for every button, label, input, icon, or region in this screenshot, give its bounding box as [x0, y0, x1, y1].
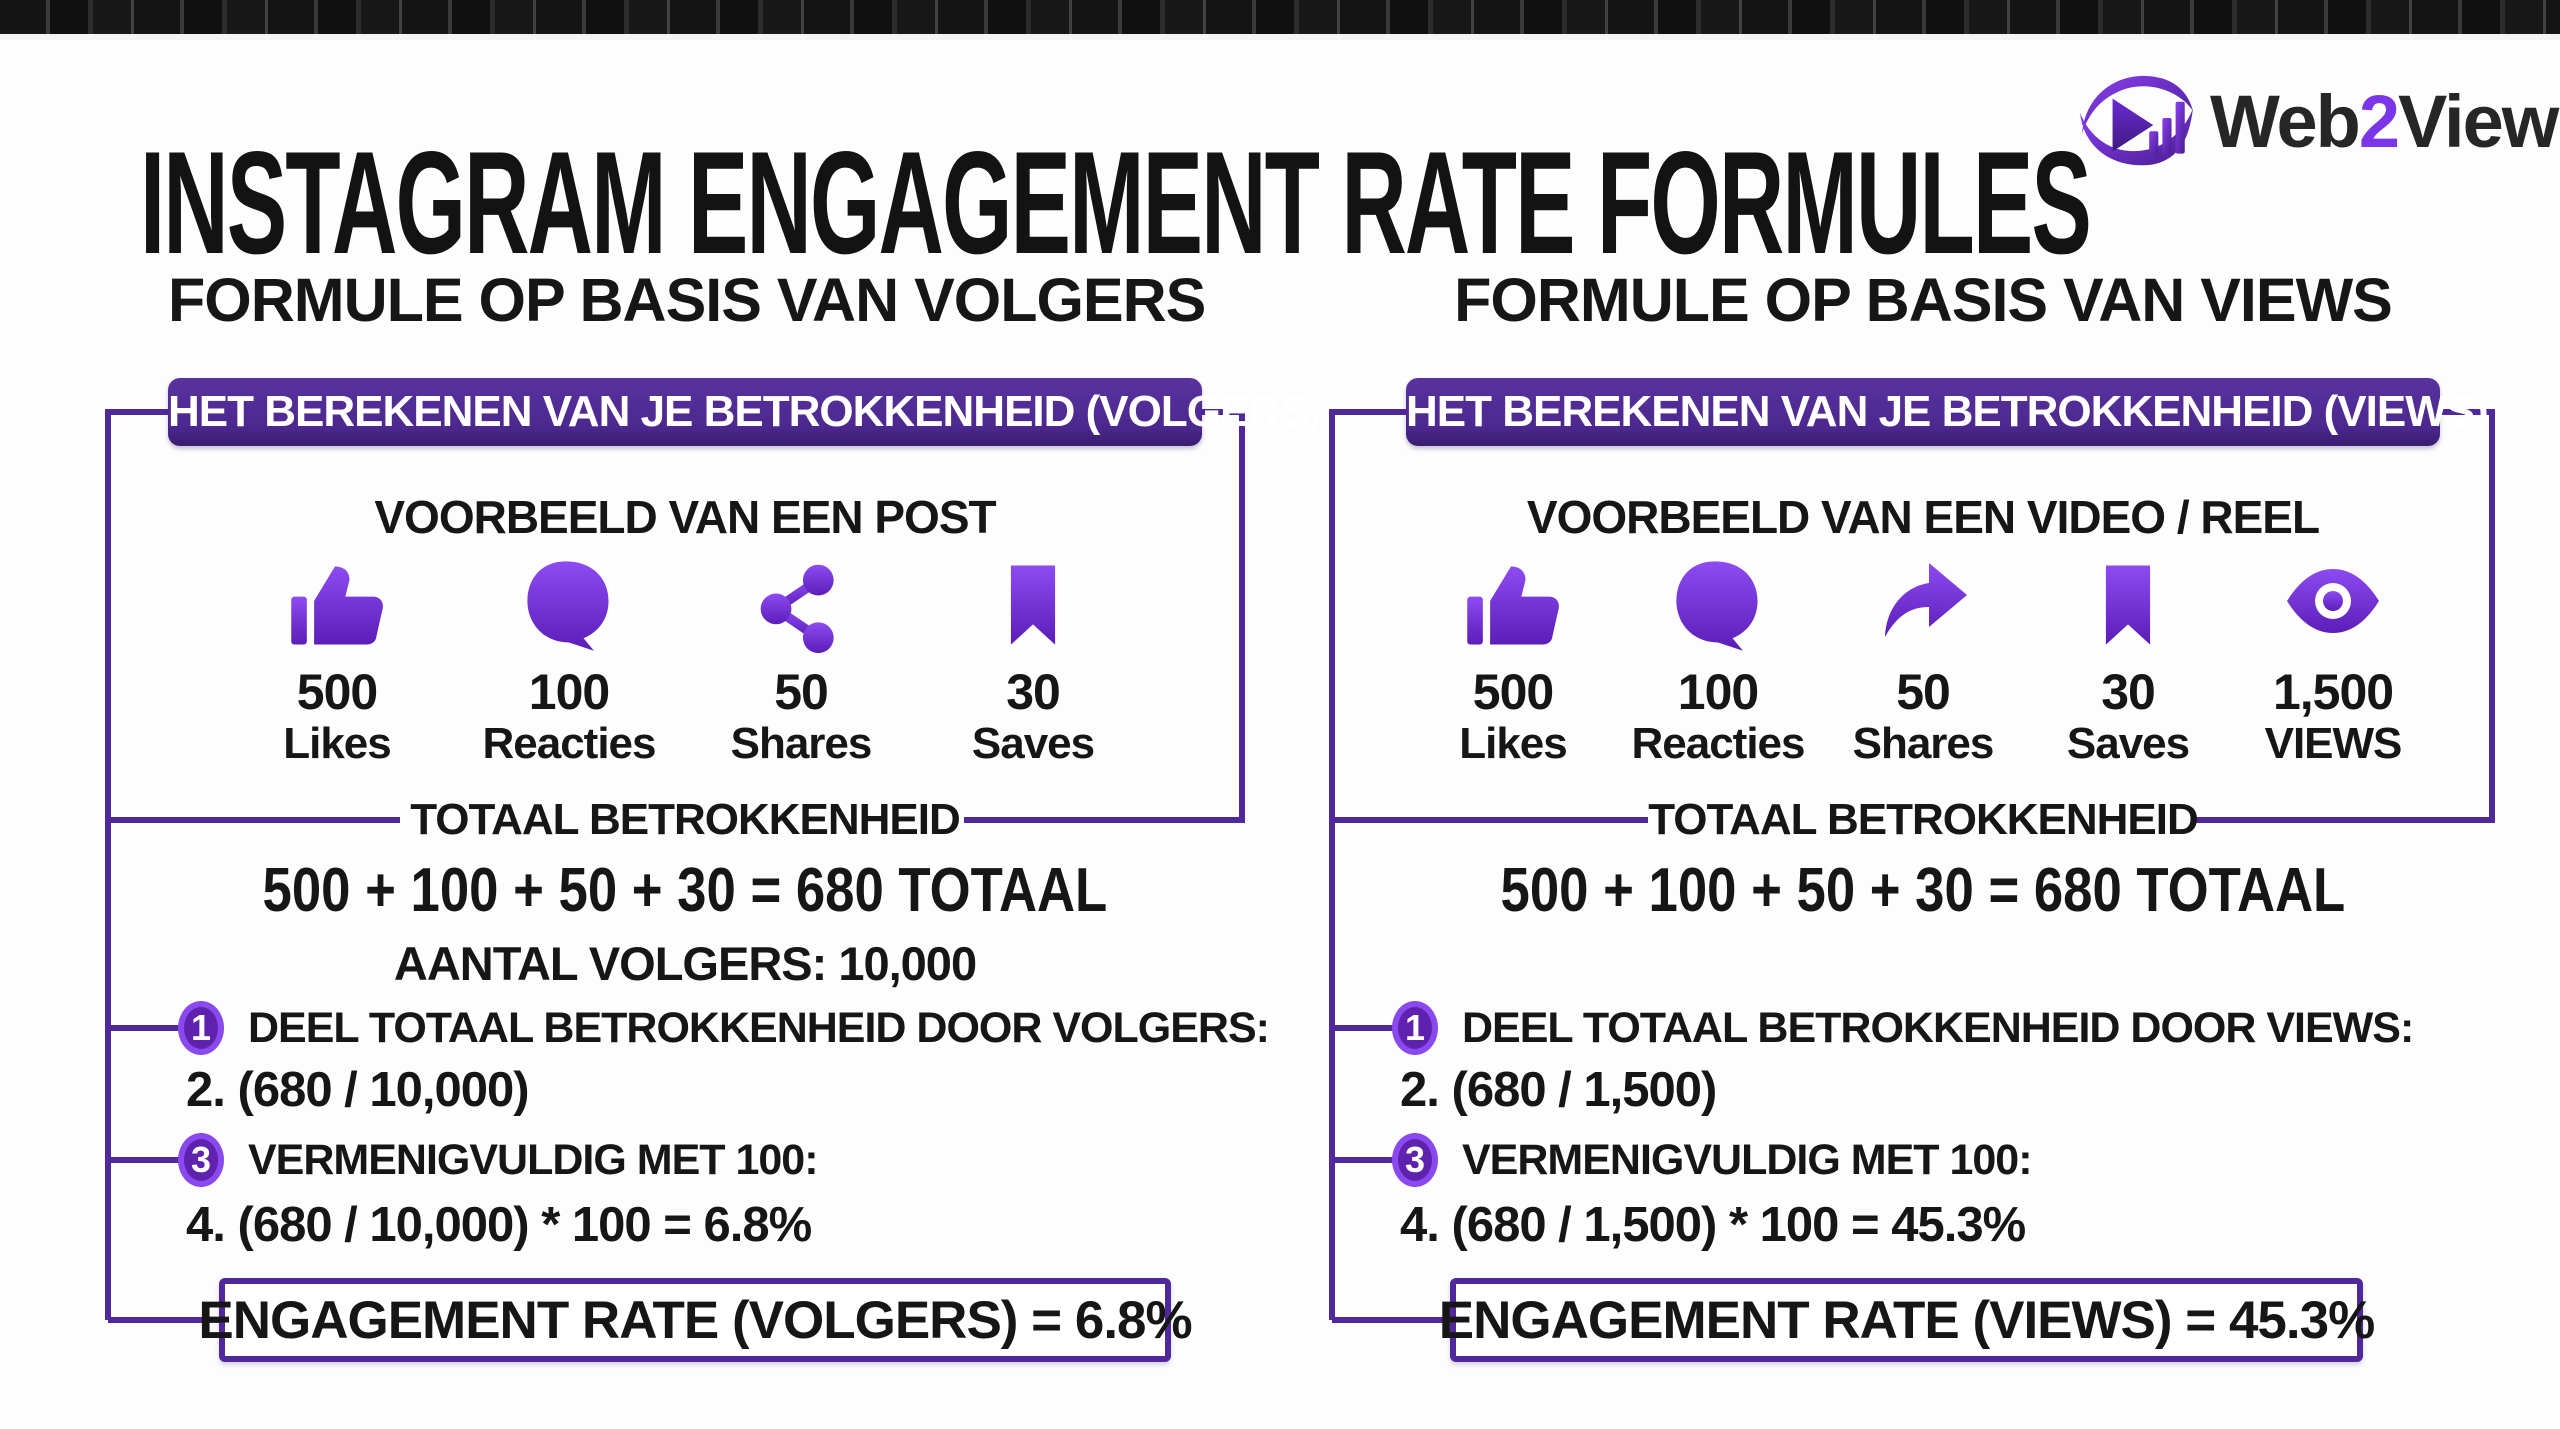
stat-reacties: 100 Reacties — [1616, 545, 1821, 767]
result-box-volgers: ENGAGEMENT RATE (VOLGERS) = 6.8% — [198, 1278, 1193, 1362]
share-nodes-icon — [753, 545, 849, 657]
column-heading-volgers: FORMULE OP BASIS VAN VOLGERS — [168, 266, 1206, 334]
example-heading-post: VOORBEELD VAN EEN POST — [374, 491, 996, 543]
total-formula-views: 500 + 100 + 50 + 30 = 680 TOTAAL — [1500, 856, 2346, 925]
stat-likes: 500 Likes — [221, 545, 453, 767]
stat-value: 30 — [1006, 664, 1061, 720]
stat-shares: 50 Shares — [1821, 545, 2026, 767]
step-3-text-views: VERMENIGVULDIG MET 100: — [1462, 1136, 2033, 1184]
stat-value: 30 — [2101, 664, 2156, 720]
stat-label: Reacties — [1631, 719, 1805, 768]
comment-icon — [517, 545, 621, 657]
result-text-views: ENGAGEMENT RATE (VIEWS) = 45.3% — [1438, 1290, 2375, 1350]
step-1-badge-volgers: 1 — [178, 1001, 224, 1055]
stat-label: Saves — [971, 719, 1095, 768]
step-2-text-volgers: 2. (680 / 10,000) — [186, 1063, 530, 1117]
web2view-logo-text: Web2View — [2210, 80, 2559, 163]
stat-label: Shares — [1852, 719, 1995, 768]
followers-count-line: AANTAL VOLGERS: 10,000 — [393, 937, 977, 990]
total-heading-views: TOTAAL BETROKKENHEID — [1648, 795, 2199, 844]
stat-value: 50 — [774, 664, 829, 720]
step-4-text-volgers: 4. (680 / 10,000) * 100 = 6.8% — [186, 1198, 812, 1252]
stat-shares: 50 Shares — [685, 545, 917, 767]
share-arrow-icon — [1873, 545, 1973, 657]
result-box-views: ENGAGEMENT RATE (VIEWS) = 45.3% — [1439, 1278, 2375, 1362]
result-text-volgers: ENGAGEMENT RATE (VOLGERS) = 6.8% — [198, 1290, 1192, 1350]
step-1-text-volgers: DEEL TOTAAL BETROKKENHEID DOOR VOLGERS: — [248, 1004, 1270, 1052]
step-1-text-views: DEEL TOTAAL BETROKKENHEID DOOR VIEWS: — [1462, 1004, 2414, 1052]
stats-row-views: 500 Likes 100 Reacties 50 Shares — [1406, 545, 2440, 767]
stat-label: Shares — [730, 719, 873, 768]
stat-likes: 500 Likes — [1411, 545, 1616, 767]
stat-value: 100 — [1677, 664, 1759, 720]
stat-reacties: 100 Reacties — [453, 545, 685, 767]
comment-icon — [1666, 545, 1770, 657]
stat-label: Likes — [1459, 719, 1568, 768]
stat-views: 1,500 VIEWS — [2231, 545, 2436, 767]
thumbs-up-icon — [1459, 545, 1567, 657]
brand-logo: Web2View — [2078, 66, 2559, 177]
banner-volgers: HET BEREKENEN VAN JE BETROKKENHEID (VOLG… — [168, 378, 1322, 446]
step-2-text-views: 2. (680 / 1,500) — [1400, 1063, 1717, 1117]
stat-value: 500 — [296, 664, 378, 720]
column-heading-views: FORMULE OP BASIS VAN VIEWS — [1454, 266, 2393, 334]
stats-row-volgers: 500 Likes 100 Reacties — [168, 545, 1202, 767]
stat-saves: 30 Saves — [2026, 545, 2231, 767]
stat-label: Saves — [2066, 719, 2190, 768]
stat-value: 50 — [1896, 664, 1951, 720]
stat-value: 100 — [528, 664, 610, 720]
stat-saves: 30 Saves — [917, 545, 1149, 767]
bookmark-icon — [2082, 545, 2174, 657]
web2view-logo-icon — [2078, 66, 2200, 177]
step-3-badge-volgers: 3 — [178, 1133, 224, 1187]
example-heading-video-reel: VOORBEELD VAN EEN VIDEO / REEL — [1526, 491, 2320, 543]
eye-icon — [2283, 545, 2383, 657]
step-3-text-volgers: VERMENIGVULDIG MET 100: — [248, 1136, 819, 1184]
stat-label: VIEWS — [2264, 719, 2403, 768]
page-title: INSTAGRAM ENGAGEMENT RATE FORMULES — [140, 121, 2092, 284]
bookmark-icon — [987, 545, 1079, 657]
top-glitch-strip — [0, 0, 2560, 40]
total-heading-volgers: TOTAAL BETROKKENHEID — [410, 795, 961, 844]
total-formula-volgers: 500 + 100 + 50 + 30 = 680 TOTAAL — [262, 856, 1108, 925]
thumbs-up-icon — [283, 545, 391, 657]
step-4-text-views: 4. (680 / 1,500) * 100 = 45.3% — [1400, 1198, 2026, 1252]
banner-views: HET BEREKENEN VAN JE BETROKKENHEID (VIEW… — [1406, 378, 2489, 446]
stat-value: 1,500 — [2272, 664, 2394, 720]
step-1-badge-views: 1 — [1392, 1001, 1438, 1055]
stat-label: Reacties — [482, 719, 656, 768]
stat-label: Likes — [283, 719, 392, 768]
stat-value: 500 — [1472, 664, 1554, 720]
step-3-badge-views: 3 — [1392, 1133, 1438, 1187]
